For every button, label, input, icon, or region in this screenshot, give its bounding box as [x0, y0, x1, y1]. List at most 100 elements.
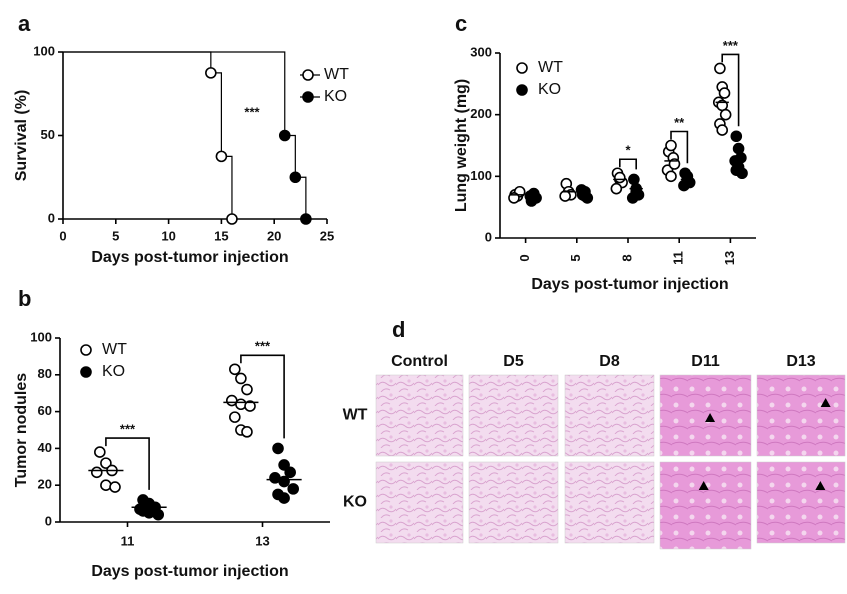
data-point [100, 479, 112, 492]
arrowhead [698, 481, 709, 490]
significance-bracket [619, 158, 637, 170]
data-point [152, 508, 165, 521]
significance-bracket [721, 53, 740, 127]
histology-image [564, 374, 655, 457]
data-point [665, 139, 677, 152]
column-label: D13 [786, 353, 815, 370]
x-tick-label: 10 [161, 228, 175, 243]
significance-label: *** [244, 104, 260, 119]
data-point [100, 457, 112, 469]
data-point [716, 124, 729, 136]
data-point [241, 426, 253, 438]
significance-bracket [670, 130, 689, 164]
x-axis-label: Days post-tumor injection [91, 563, 288, 580]
y-tick-label: 200 [470, 106, 492, 121]
significance-label: ** [674, 115, 685, 130]
x-axis-label: Days post-tumor injection [91, 249, 288, 266]
significance-label: *** [723, 38, 739, 53]
data-point [628, 173, 640, 186]
legend-label: WT [102, 341, 127, 358]
x-tick-label: 20 [267, 228, 281, 243]
histology-panel: d Control D5 D8 D11 D13 WT KO [343, 317, 846, 550]
column-label: D8 [599, 353, 620, 370]
legend-marker [516, 62, 528, 74]
y-axis-label: Survival (%) [13, 90, 30, 182]
histology-image [468, 461, 559, 544]
x-tick-label: 13 [255, 533, 269, 548]
histology-image [756, 461, 846, 544]
arrowhead [815, 481, 826, 490]
histology-image [756, 374, 846, 457]
data-point [137, 505, 149, 517]
y-tick-label: 40 [38, 440, 52, 455]
legend-label: KO [102, 363, 125, 380]
histology-image [375, 374, 464, 457]
data-point [278, 459, 290, 471]
data-point [109, 481, 121, 493]
row-label: WT [343, 407, 368, 424]
legend-marker [302, 91, 314, 103]
histology-image [659, 374, 752, 457]
x-tick-label: 13 [722, 251, 737, 265]
legend-marker [80, 366, 92, 378]
data-point [718, 87, 731, 99]
significance-label: *** [120, 422, 136, 437]
data-point [272, 442, 284, 455]
significance-label: * [625, 143, 631, 158]
data-point [719, 108, 732, 121]
data-point [524, 190, 537, 202]
data-point [610, 182, 623, 195]
data-point [730, 130, 743, 143]
data-point [235, 372, 247, 385]
data-point [226, 213, 238, 225]
data-point [559, 190, 571, 202]
x-tick-label: 8 [619, 254, 634, 261]
data-point [90, 466, 103, 479]
column-label: Control [391, 353, 448, 370]
y-tick-label: 80 [38, 366, 52, 381]
y-tick-label: 100 [470, 168, 492, 183]
histology-image [564, 461, 655, 544]
y-tick-label: 0 [48, 210, 55, 225]
x-tick-label: 11 [121, 533, 135, 548]
data-point [94, 446, 106, 458]
survival-line [63, 51, 233, 219]
legend-marker [302, 69, 314, 81]
panel-letter: b [18, 286, 31, 311]
x-axis-label: Days post-tumor injection [531, 276, 728, 293]
legend-label: KO [538, 81, 561, 98]
significance-bracket [240, 354, 285, 439]
data-point [665, 170, 677, 183]
x-tick-label: 15 [214, 228, 228, 243]
x-tick-label: 25 [320, 228, 334, 243]
data-point [730, 164, 743, 176]
histology-image [375, 461, 464, 544]
data-point [278, 129, 291, 142]
row-label: KO [343, 494, 367, 511]
panel-letter: c [455, 11, 467, 36]
y-tick-label: 300 [470, 44, 492, 59]
data-point [732, 142, 745, 155]
y-tick-label: 100 [30, 329, 52, 344]
column-label: D11 [691, 353, 720, 370]
legend-marker [80, 344, 92, 356]
y-axis-label: Lung weight (mg) [453, 79, 470, 212]
significance-label: *** [255, 339, 271, 354]
data-point [284, 466, 296, 479]
data-point [300, 213, 312, 225]
y-tick-label: 0 [45, 513, 52, 528]
x-tick-label: 5 [112, 228, 119, 243]
data-point [278, 492, 290, 504]
arrowhead [820, 398, 831, 407]
data-point [614, 171, 626, 184]
data-point [244, 400, 256, 412]
histology-image [468, 374, 559, 457]
y-tick-label: 20 [38, 477, 52, 492]
histology-image [659, 461, 752, 550]
y-tick-label: 100 [33, 43, 55, 58]
y-tick-label: 50 [41, 127, 55, 142]
data-point [235, 398, 247, 411]
significance-bracket [105, 437, 150, 490]
data-point [229, 363, 241, 376]
